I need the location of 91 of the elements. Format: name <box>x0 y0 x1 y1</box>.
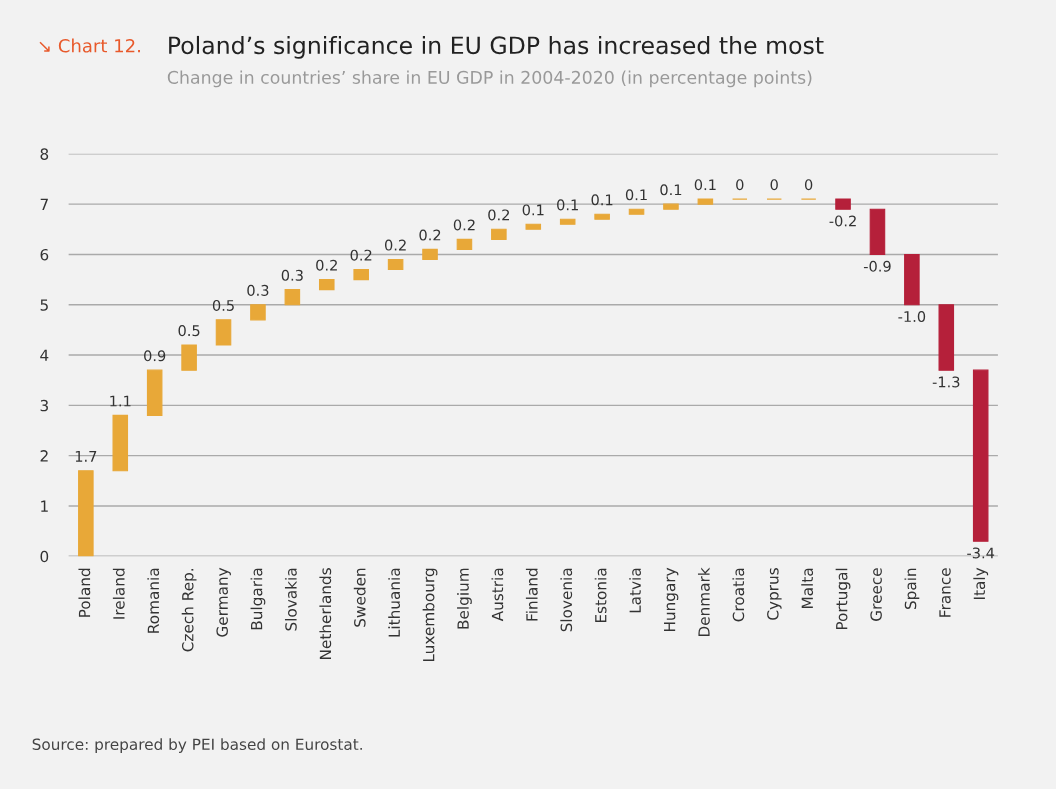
bar <box>697 198 714 205</box>
x-tick-label: Belgium <box>457 568 472 629</box>
x-tick-label: Netherlands <box>319 568 332 659</box>
data-label: -1.3 <box>932 376 960 388</box>
bar <box>456 238 473 250</box>
x-tick-label: Portugal <box>835 568 851 630</box>
data-label: 0.1 <box>522 204 544 216</box>
y-tick-label: 5 <box>40 299 48 311</box>
source-note: Source: prepared by PEI based on Eurostat. <box>32 738 362 753</box>
x-tick-label: France <box>939 568 951 617</box>
bar <box>869 208 886 256</box>
bar <box>628 208 645 215</box>
data-label: 0.1 <box>557 199 578 211</box>
data-label: 0.9 <box>144 350 166 362</box>
data-label: 0.2 <box>316 259 337 271</box>
data-label: 0 <box>736 179 744 191</box>
y-tick-label: 7 <box>40 198 48 210</box>
x-tick-label: Hungary <box>664 567 679 632</box>
bar <box>663 203 679 210</box>
data-label: 0.3 <box>281 269 303 281</box>
bar <box>353 268 369 281</box>
x-tick-label: Austria <box>491 568 504 622</box>
bar <box>491 228 507 240</box>
data-label: 0.3 <box>247 284 269 296</box>
data-label: 0 <box>804 179 813 191</box>
data-label: -1.0 <box>898 311 926 323</box>
x-tick-label: Denmark <box>697 567 710 637</box>
x-tick-label: Estonia <box>594 568 607 623</box>
data-label: 0.2 <box>419 229 441 241</box>
bar <box>215 319 232 346</box>
data-label: 0.2 <box>488 209 509 221</box>
data-label: -0.2 <box>829 215 856 227</box>
bar <box>250 304 266 321</box>
bar <box>318 279 335 291</box>
bar <box>78 470 94 557</box>
x-tick-label: Poland <box>78 568 91 617</box>
x-tick-label: Romania <box>147 568 160 633</box>
text: ↘ Chart 12. <box>39 38 140 53</box>
bar <box>146 369 163 416</box>
x-tick-label: Italy <box>973 567 989 599</box>
data-label: 1.7 <box>75 451 97 462</box>
bar <box>938 304 955 371</box>
data-label: 0 <box>770 179 778 191</box>
x-tick-label: Cyprus <box>767 568 782 620</box>
bar <box>181 344 197 371</box>
y-tick-label: 2 <box>40 450 48 462</box>
x-tick-label: Germany <box>216 567 231 637</box>
data-label: 0.1 <box>591 194 613 206</box>
x-tick-label: Greece <box>870 568 882 621</box>
data-label: 0.5 <box>212 299 234 311</box>
x-tick-label: Luxembourg <box>422 568 438 662</box>
x-tick-label: Sweden <box>353 568 366 627</box>
y-tick-label: 4 <box>40 349 49 361</box>
y-tick-label: 3 <box>40 399 48 412</box>
y-tick-label: 1 <box>41 500 48 512</box>
x-tick-label: Slovenia <box>560 568 573 632</box>
x-tick-label: Bulgaria <box>250 568 266 630</box>
bar <box>422 248 438 261</box>
x-tick-label: Ireland <box>112 568 125 619</box>
bar <box>904 253 920 306</box>
data-label: 0.1 <box>660 184 682 196</box>
bar <box>559 218 576 225</box>
x-tick-label: Latvia <box>629 568 641 613</box>
data-label: 0.1 <box>625 189 647 201</box>
data-label: 1.1 <box>110 395 131 407</box>
chart-title: Poland’s significance in EU GDP has increased the most <box>169 35 824 59</box>
x-tick-label: Czech Rep. <box>181 569 197 652</box>
data-label: 0.2 <box>453 219 475 231</box>
y-tick-label: 8 <box>40 148 49 160</box>
bar <box>284 289 301 306</box>
x-tick-label: Croatia <box>732 568 745 622</box>
data-label: 0.5 <box>178 325 200 337</box>
data-label: 0.2 <box>384 239 406 251</box>
bar <box>594 213 610 220</box>
bar <box>525 223 542 230</box>
data-label: -3.4 <box>967 547 995 559</box>
x-tick-label: Spain <box>904 568 920 610</box>
data-label: 0.1 <box>694 179 716 191</box>
x-tick-label: Slovakia <box>284 568 297 631</box>
x-tick-label: Malta <box>801 568 814 608</box>
data-label: 0.2 <box>350 249 372 261</box>
bar <box>972 369 989 542</box>
bar <box>387 258 404 271</box>
data-label: -0.9 <box>863 260 891 272</box>
x-tick-label: Finland <box>525 568 538 621</box>
chart-subtitle: Change in countries’ share in EU GDP in 2004-2020 (in percentage points) <box>167 70 812 88</box>
y-tick-label: 0 <box>40 550 49 563</box>
bar <box>112 414 129 472</box>
x-tick-label: Lithuania <box>388 568 401 637</box>
y-tick-label: 6 <box>40 248 49 261</box>
bar <box>835 198 851 210</box>
